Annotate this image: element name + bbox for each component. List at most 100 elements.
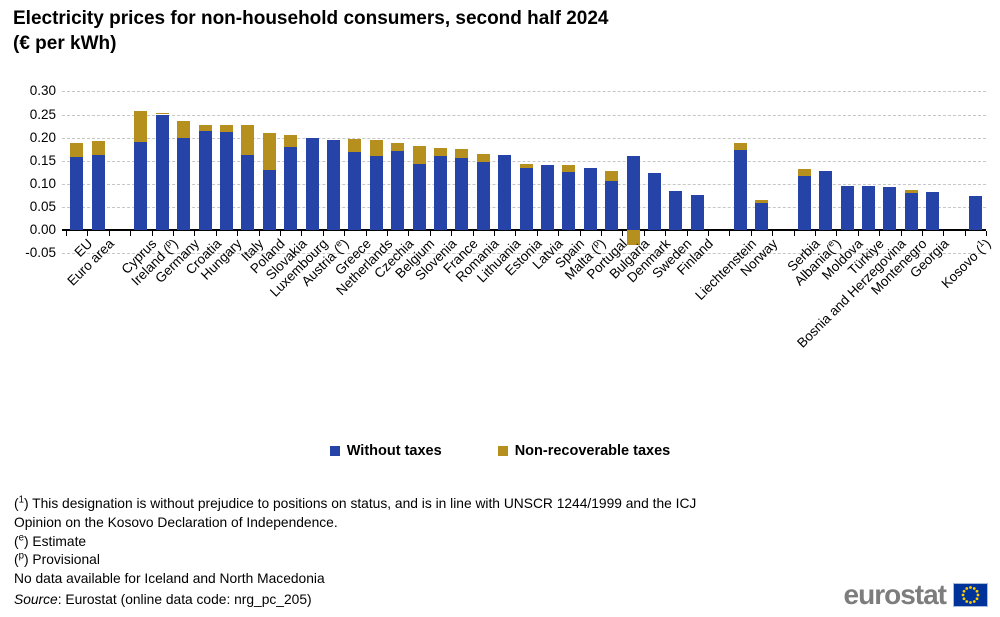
x-axis-tick [836,231,838,236]
x-axis-tick [943,231,945,236]
footnote-line: Opinion on the Kosovo Declaration of Ind… [14,514,338,530]
x-axis-tick [964,231,966,236]
bar-without-taxes-georgia [926,192,940,230]
x-axis-tick [622,231,624,236]
x-axis-tick [87,231,89,236]
x-axis-tick [408,231,410,236]
x-axis-tick [173,231,174,236]
gridline-0.30 [62,91,986,93]
bar-without-taxes-sweden [669,191,683,230]
y-axis-tick-label: 0.30 [29,83,56,99]
x-axis-tick [280,231,281,236]
bar-non-recoverable-taxes-france [455,149,469,159]
eu-flag-icon [953,583,988,607]
bar-without-taxes-estonia [519,168,533,230]
x-axis-tick [301,231,303,236]
x-axis-tick [344,231,346,236]
chart-title-line2: (€ per kWh) [13,33,117,54]
bar-without-taxes-netherlands [369,156,383,230]
gridline-0.15 [62,160,986,162]
bar-non-recoverable-taxes-serbia [797,169,811,177]
x-axis-tick [986,231,988,236]
bar-non-recoverable-taxes-netherlands [369,140,383,157]
x-axis-line [62,229,986,231]
bar-non-recoverable-taxes-euro-area [91,140,105,155]
bar-non-recoverable-taxes-bulgaria [626,230,640,245]
x-axis-tick [686,231,688,236]
x-axis-tick [793,231,795,236]
bar-without-taxes-albania-e [819,171,833,230]
bar-without-taxes-poland [262,169,276,230]
bar-without-taxes-bulgaria [626,156,640,230]
bar-without-taxes-france [455,158,469,230]
x-axis-tick [643,231,645,236]
bar-without-taxes-portugal [605,181,619,230]
x-axis-tick [66,231,67,236]
x-axis-tick [879,231,881,236]
legend-item-non-recoverable-taxes: Non-recoverable taxes [497,443,671,459]
source-line: Source: Eurostat (online data code: nrg_… [14,592,312,607]
bar-without-taxes-hungary [220,132,233,230]
bar-without-taxes-belgium [412,163,426,230]
bar-non-recoverable-taxes-greece [348,138,362,153]
x-axis-tick [601,231,602,236]
source-label: Source [14,592,58,607]
footnote-line: (1) This designation is without prejudic… [14,494,697,511]
bar-without-taxes-ireland-p [155,114,169,230]
x-axis-tick [194,231,196,236]
bar-without-taxes-liechtenstein [733,150,747,230]
x-axis-tick [387,231,388,236]
bar-without-taxes-denmark [648,173,661,230]
x-axis-tick [536,231,538,236]
x-axis-tick [750,231,752,236]
bar-non-recoverable-taxes-slovenia [434,147,447,156]
eurostat-logo-text: eurostat [843,579,947,610]
x-axis-tick [429,231,431,236]
y-axis-tick-label: -0.05 [25,245,56,261]
bar-without-taxes-cyprus [134,142,148,230]
bar-non-recoverable-taxes-cyprus [134,110,148,143]
gridline--0.05 [62,253,986,255]
x-axis-tick [322,231,324,236]
bar-without-taxes-latvia [541,164,554,230]
bar-without-taxes-lithuania [498,155,512,230]
x-axis-tick [558,231,560,236]
bar-non-recoverable-taxes-belgium [412,145,426,164]
gridline-0.25 [62,114,986,116]
y-axis-tick-label: 0.05 [29,198,56,214]
bar-non-recoverable-taxes-romania [476,153,490,163]
bar-non-recoverable-taxes-croatia [198,124,212,132]
x-axis-tick [922,231,923,236]
bar-without-taxes-serbia [797,176,811,230]
bar-non-recoverable-taxes-czechia [391,142,405,151]
bar-without-taxes-luxembourg [305,137,319,230]
bar-non-recoverable-taxes-poland [262,133,276,170]
chart-title: Electricity prices for non-household con… [13,6,609,56]
y-axis-tick-label: 0.10 [29,175,56,191]
footnote-line: (p) Provisional [14,550,100,568]
x-axis-tick [579,231,581,236]
legend-label: Non-recoverable taxes [514,443,671,459]
bar-without-taxes-kosovo-1 [969,196,982,230]
x-axis-tick [494,231,495,236]
bar-without-taxes-montenegro [904,193,918,230]
bar-non-recoverable-taxes-slovakia [284,134,298,148]
y-axis-tick-label: 0.20 [29,129,56,145]
x-axis-tick [108,231,110,236]
x-axis-tick [151,231,153,236]
bar-non-recoverable-taxes-portugal [605,170,619,182]
x-axis-tick [857,231,859,236]
bar-without-taxes-malta-p [583,168,597,230]
bar-non-recoverable-taxes-ireland-p [155,112,169,115]
source-text: : Eurostat (online data code: nrg_pc_205… [57,592,312,607]
x-axis-tick [515,231,517,236]
x-axis-tick [900,231,902,236]
bar-non-recoverable-taxes-italy [241,125,255,156]
bar-without-taxes-slovakia [284,147,298,230]
bar-without-taxes-greece [348,152,362,230]
bar-without-taxes-moldova [840,185,854,230]
x-axis-tick [472,231,474,236]
bar-without-taxes-czechia [391,150,405,230]
bar-without-taxes-italy [241,155,255,230]
bar-without-taxes-bosnia-and-herzegovina [883,187,897,230]
